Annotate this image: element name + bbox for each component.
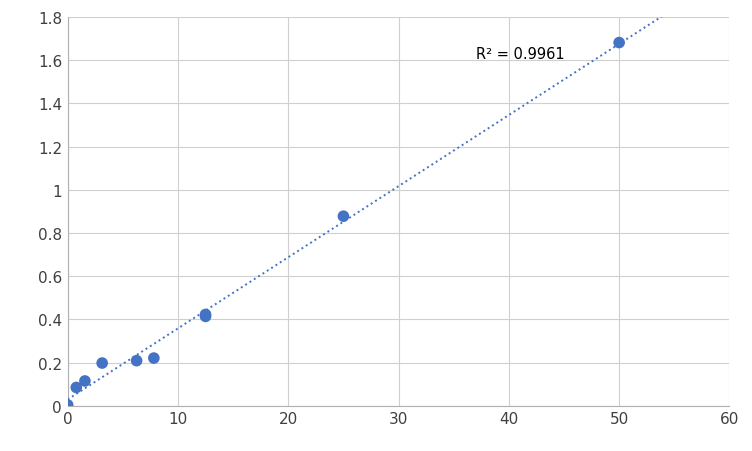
Point (79, 377, 91, 385)
Point (96, 359, 108, 367)
Point (199, 311, 211, 318)
Point (131, 357, 143, 364)
Point (199, 313, 211, 320)
Point (148, 354, 160, 362)
Point (62, 401, 74, 409)
Point (338, 213, 350, 221)
Point (613, 40, 625, 47)
Point (70, 384, 82, 391)
Text: R² = 0.9961: R² = 0.9961 (476, 47, 565, 62)
